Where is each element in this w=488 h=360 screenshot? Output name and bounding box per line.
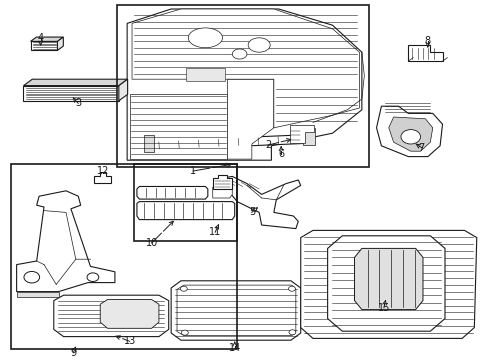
Circle shape	[87, 273, 99, 282]
Polygon shape	[30, 37, 63, 41]
Text: 12: 12	[96, 166, 109, 176]
Polygon shape	[327, 236, 444, 331]
Polygon shape	[354, 248, 422, 310]
Polygon shape	[30, 41, 58, 50]
Polygon shape	[132, 9, 359, 128]
Polygon shape	[212, 187, 232, 198]
Text: 13: 13	[123, 336, 136, 346]
Polygon shape	[127, 9, 361, 160]
Polygon shape	[185, 68, 224, 81]
Polygon shape	[54, 295, 168, 337]
Polygon shape	[23, 79, 127, 86]
Text: 7: 7	[418, 143, 424, 153]
Polygon shape	[227, 79, 273, 159]
Polygon shape	[376, 106, 442, 157]
Polygon shape	[144, 135, 154, 152]
Ellipse shape	[188, 28, 222, 48]
Circle shape	[181, 330, 188, 335]
Polygon shape	[148, 131, 308, 154]
Circle shape	[24, 271, 40, 283]
Polygon shape	[137, 186, 207, 199]
Polygon shape	[94, 172, 111, 183]
Polygon shape	[137, 202, 234, 220]
Bar	[134, 164, 237, 241]
Circle shape	[288, 330, 295, 335]
Text: 8: 8	[424, 36, 430, 46]
Polygon shape	[17, 292, 59, 297]
Polygon shape	[171, 281, 300, 340]
Text: 10: 10	[145, 238, 158, 248]
Polygon shape	[407, 45, 442, 61]
Polygon shape	[289, 125, 314, 143]
Polygon shape	[388, 117, 432, 151]
Text: 6: 6	[278, 149, 284, 159]
Polygon shape	[212, 175, 232, 189]
Polygon shape	[300, 230, 476, 338]
Text: 4: 4	[38, 33, 43, 43]
Text: 1: 1	[190, 166, 196, 176]
Text: 5: 5	[248, 207, 254, 217]
Polygon shape	[100, 300, 159, 328]
Bar	[117, 5, 368, 167]
Ellipse shape	[247, 38, 269, 52]
Ellipse shape	[232, 49, 246, 59]
Text: 14: 14	[228, 343, 241, 354]
Polygon shape	[58, 37, 63, 50]
Circle shape	[288, 286, 295, 291]
Polygon shape	[222, 176, 300, 229]
Polygon shape	[119, 79, 127, 101]
Text: 9: 9	[70, 348, 76, 358]
Text: 11: 11	[208, 227, 221, 237]
Polygon shape	[129, 94, 227, 159]
Text: 3: 3	[75, 98, 81, 108]
Text: 15: 15	[377, 303, 389, 313]
Polygon shape	[17, 191, 115, 292]
Polygon shape	[23, 86, 119, 101]
Circle shape	[180, 286, 187, 291]
Bar	[11, 164, 237, 349]
Text: 2: 2	[264, 140, 270, 150]
Polygon shape	[303, 128, 315, 145]
Circle shape	[400, 130, 420, 144]
